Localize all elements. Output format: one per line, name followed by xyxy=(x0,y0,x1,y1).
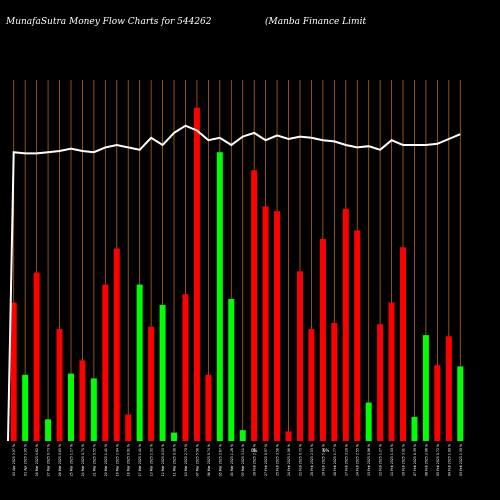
bar-12 xyxy=(136,284,143,441)
bar-32 xyxy=(365,402,372,441)
bar-21 xyxy=(239,430,246,441)
bar-25 xyxy=(285,431,292,441)
bar-31 xyxy=(354,230,361,441)
flow-line xyxy=(7,124,461,442)
bar-35 xyxy=(400,247,407,441)
tick-label-19: 05 Mar 2025 2.67 % xyxy=(218,444,222,476)
tick-label-36: 07 Feb 2025 0.39 % xyxy=(413,444,417,476)
bar-26 xyxy=(296,271,303,441)
tick-label-10: 19 Mar 2025 2.94 % xyxy=(115,444,119,476)
tick-label-32: 13 Feb 2025 0.96 % xyxy=(367,444,371,476)
tick-label-12: 17 Mar 2025 1.41 % xyxy=(138,444,142,476)
tick-label-4: 27 Mar 2025 0.73 % xyxy=(47,444,51,476)
tick-label-25: 24 Feb 2025 1.08 % xyxy=(287,444,291,476)
bar-23 xyxy=(262,206,269,441)
tick-label-33: 12 Feb 2025 1.27 % xyxy=(379,444,383,476)
tick-label-39: 04 Feb 2025 1.00 % xyxy=(447,444,451,476)
tick-label-35: 10 Feb 2025 3.01 % xyxy=(402,444,406,476)
tick-label-30: 17 Feb 2025 3.20 % xyxy=(344,444,348,476)
tick-label-9: 20 Mar 2025 1.41 % xyxy=(104,444,108,476)
x-tick-labels: 02 Apr 2025 3.07 % 01 Apr 2025 1.05 % 28 M… xyxy=(12,444,463,476)
tick-label-6: 25 Mar 2025 1.17 % xyxy=(69,444,73,476)
tick-label-24: 25 Feb 2025 3.58 % xyxy=(276,444,280,476)
tick-label-17: 07 Mar 2025 5.58 % xyxy=(195,444,199,476)
bars xyxy=(10,107,464,441)
bar-22 xyxy=(251,170,258,441)
bar-38 xyxy=(434,365,441,441)
bar-37 xyxy=(422,335,429,441)
bar-15 xyxy=(171,432,178,441)
bar-17 xyxy=(193,107,200,441)
tick-label-31: 14 Feb 2025 2.55 % xyxy=(356,444,360,476)
bar-18 xyxy=(205,374,212,441)
bar-5 xyxy=(56,329,63,441)
tick-label-15: 11 Mar 2025 0.38 % xyxy=(173,444,177,476)
tick-label-22: 28 Feb 2025 2.84 % xyxy=(253,444,257,476)
tick-label-27: 20 Feb 2025 2.53 % xyxy=(310,444,314,476)
tick-label-38: 05 Feb 2025 0.72 % xyxy=(436,444,440,476)
bar-4 xyxy=(45,419,52,441)
tick-label-21: 03 Mar 2025 3.11 % xyxy=(241,444,245,476)
bar-14 xyxy=(159,305,166,441)
tick-label-18: 06 Mar 2025 0.74 % xyxy=(207,444,211,476)
bar-34 xyxy=(388,302,395,441)
tick-label-11: 18 Mar 2025 0.91 % xyxy=(127,444,131,476)
bar-9 xyxy=(102,284,109,441)
bar-1 xyxy=(10,302,17,441)
bar-6 xyxy=(67,373,74,441)
tick-label-28: 19 Feb 2025 5.34 % xyxy=(321,444,325,476)
bar-7 xyxy=(79,360,86,441)
bar-33 xyxy=(377,324,384,441)
bar-29 xyxy=(331,323,338,441)
bar-16 xyxy=(182,294,189,441)
tick-label-3: 28 Mar 2025 4.62 % xyxy=(35,444,39,476)
tick-label-1: 02 Apr 2025 3.07 % xyxy=(12,444,16,476)
zero-percent-label-left: 0% xyxy=(251,448,258,453)
bar-39 xyxy=(445,336,452,441)
tick-label-34: 11 Feb 2025 1.50 % xyxy=(390,444,394,476)
tick-label-23: 27 Feb 2025 0.97 % xyxy=(264,444,268,476)
tick-label-2: 01 Apr 2025 1.05 % xyxy=(24,444,28,476)
bar-19 xyxy=(216,152,223,441)
tick-label-29: 18 Feb 2025 1.77 % xyxy=(333,444,337,476)
tick-label-16: 10 Mar 2025 2.70 % xyxy=(184,444,188,476)
tick-label-7: 24 Mar 2025 0.74 % xyxy=(81,444,85,476)
bar-28 xyxy=(319,238,326,441)
tick-label-40: 03 Feb 2025 1.30 % xyxy=(459,444,463,476)
chart-title: MunafaSutra Money Flow Charts for 544262 xyxy=(5,17,212,27)
money-flow-line xyxy=(7,124,461,442)
bar-2 xyxy=(22,374,29,441)
bar-10 xyxy=(113,248,120,441)
bar-11 xyxy=(125,414,132,441)
zero-percent-label-right: 0% xyxy=(323,448,330,453)
bar-3 xyxy=(33,272,40,441)
bar-20 xyxy=(228,299,235,441)
tick-label-13: 13 Mar 2025 1.32 % xyxy=(150,444,154,476)
bar-36 xyxy=(411,416,418,441)
chart-subtitle: (Manba Finance Limit xyxy=(265,16,366,27)
bar-8 xyxy=(90,378,97,441)
tick-label-20: 04 Mar 2025 1.26 % xyxy=(230,444,234,476)
bar-40 xyxy=(457,366,464,441)
tick-label-37: 06 Feb 2025 2.06 % xyxy=(424,444,428,476)
bar-30 xyxy=(342,208,349,441)
tick-label-8: 21 Mar 2025 0.55 % xyxy=(92,444,96,476)
tick-label-14: 12 Mar 2025 0.53 % xyxy=(161,444,165,476)
bar-13 xyxy=(148,326,155,441)
bar-27 xyxy=(308,329,315,441)
tick-label-5: 26 Mar 2025 0.85 % xyxy=(58,444,62,476)
tick-label-26: 21 Feb 2025 0.73 % xyxy=(298,444,302,476)
bar-24 xyxy=(274,211,281,441)
